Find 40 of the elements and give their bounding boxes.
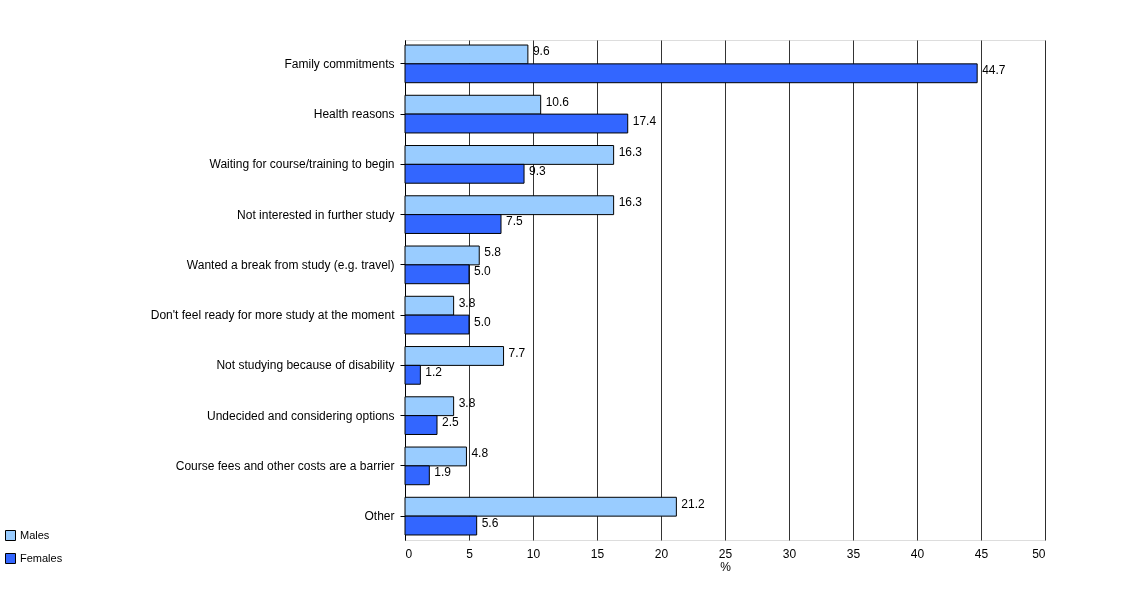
y-tick-label: Course fees and other costs are a barrier <box>175 458 395 473</box>
data-label: 21.2 <box>681 496 706 511</box>
data-label: 7.5 <box>506 214 524 229</box>
data-label: 10.6 <box>545 94 570 109</box>
x-tick-label: 15 <box>590 546 605 561</box>
y-tick-label: Not studying because of disability <box>216 358 395 373</box>
x-tick-label: 35 <box>846 546 861 561</box>
data-label: 16.3 <box>618 144 643 159</box>
x-tick-label: 30 <box>782 546 797 561</box>
x-tick-label: 20 <box>654 546 669 561</box>
data-label: 4.8 <box>471 446 489 461</box>
y-tick-label: Don't feel ready for more study at the moment <box>150 308 396 323</box>
data-label: 44.7 <box>982 63 1006 78</box>
data-label: 1.9 <box>434 465 452 480</box>
y-tick-label: Waiting for course/training to begin <box>209 157 395 172</box>
data-label: 1.2 <box>425 364 443 379</box>
data-label: 5.6 <box>481 515 499 530</box>
x-tick-label: 25 <box>718 546 733 561</box>
x-tick-label: 45 <box>974 546 989 561</box>
data-label: 16.3 <box>618 195 643 210</box>
data-label: 2.5 <box>442 415 460 430</box>
x-tick-label: 5 <box>466 546 474 561</box>
x-tick-label: 40 <box>910 546 925 561</box>
legend-label: Females <box>20 551 63 564</box>
y-tick-label: Undecided and considering options <box>207 408 395 423</box>
y-tick-label: Family commitments <box>284 56 395 71</box>
data-label: 5.0 <box>474 314 492 329</box>
data-label: 5.8 <box>484 245 502 260</box>
y-tick-label: Wanted a break from study (e.g. travel) <box>186 257 395 272</box>
y-tick-label: Other <box>364 509 395 524</box>
y-tick-label: Not interested in further study <box>237 207 395 222</box>
y-tick-label: Health reasons <box>313 107 395 122</box>
x-tick-label: 50 <box>1032 546 1046 561</box>
legend-label: Males <box>20 528 50 541</box>
data-label: 17.4 <box>632 113 657 128</box>
data-label: 7.7 <box>508 345 526 360</box>
data-label: 5.0 <box>474 264 492 279</box>
x-tick-label: 0 <box>405 546 413 561</box>
x-axis-title: % <box>720 559 732 574</box>
x-tick-label: 10 <box>526 546 541 561</box>
